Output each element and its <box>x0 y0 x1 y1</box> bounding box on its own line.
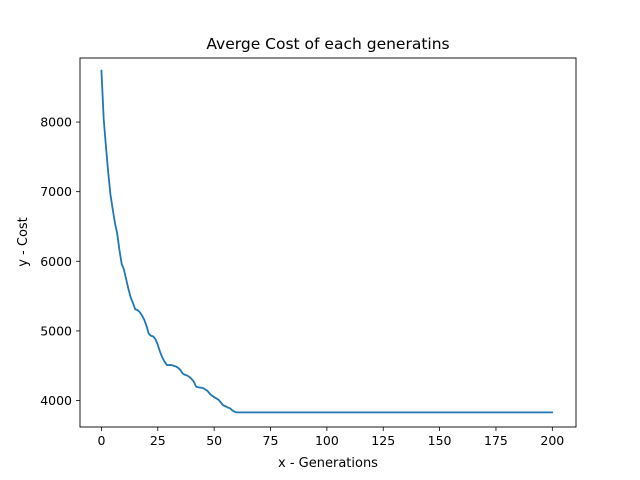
axes-frame <box>79 57 577 428</box>
axes-background <box>80 58 576 427</box>
x-axis: 0 25 50 75 100 125 150 175 200 <box>97 427 564 448</box>
y-tick-label: 5000 <box>40 323 72 338</box>
x-tick-label: 200 <box>540 433 564 448</box>
x-tick-label: 0 <box>97 433 105 448</box>
x-tick-label: 150 <box>428 433 452 448</box>
x-tick-label: 175 <box>484 433 508 448</box>
x-tick-label: 25 <box>150 433 166 448</box>
x-tick-label: 125 <box>371 433 395 448</box>
y-tick-label: 6000 <box>40 254 72 269</box>
y-axis-label: y - Cost <box>16 217 31 267</box>
x-tick-label: 50 <box>206 433 222 448</box>
cost-series-line <box>100 69 554 414</box>
y-tick-label: 4000 <box>40 393 72 408</box>
plot-area <box>79 57 577 428</box>
x-tick-label: 100 <box>315 433 339 448</box>
x-axis-label: x - Generations <box>278 456 378 471</box>
x-tick-label: 75 <box>263 433 279 448</box>
y-axis: 4000 5000 6000 7000 8000 <box>40 115 80 408</box>
chart-title: Averge Cost of each generatins <box>206 35 449 53</box>
y-tick-label: 7000 <box>40 184 72 199</box>
y-tick-label: 8000 <box>40 115 72 130</box>
